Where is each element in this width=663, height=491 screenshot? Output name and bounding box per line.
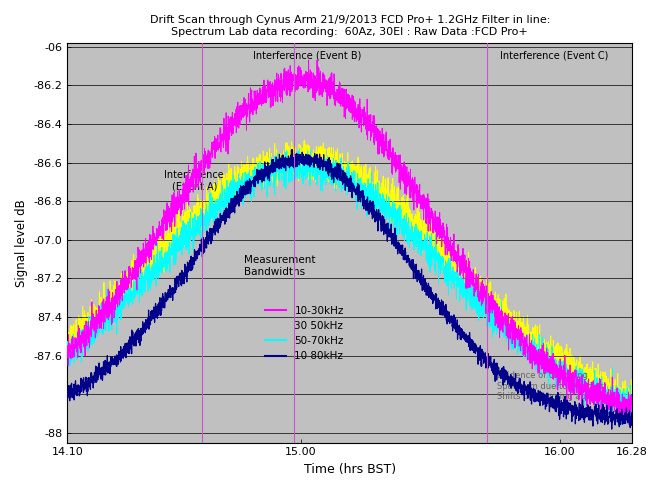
- Text: Interference (Event B): Interference (Event B): [253, 50, 361, 60]
- X-axis label: Time (hrs BST): Time (hrs BST): [304, 463, 396, 476]
- Text: Measurement
Bandwidths: Measurement Bandwidths: [243, 255, 315, 277]
- Title: Drift Scan through Cynus Arm 21/9/2013 FCD Pro+ 1.2GHz Filter in line:
Spectrum : Drift Scan through Cynus Arm 21/9/2013 F…: [150, 15, 550, 37]
- Y-axis label: Signal level dB: Signal level dB: [15, 199, 28, 287]
- Legend: 10-30kHz, 30 50kHz, 50-70kHz, 10 80kHz: 10-30kHz, 30 50kHz, 50-70kHz, 10 80kHz: [261, 301, 348, 365]
- Text: Interference (Event C): Interference (Event C): [500, 50, 609, 60]
- Text: Evidence of changing
Spectrum due to Doppler
Shifts docomming apparent: Evidence of changing Spectrum due to Dop…: [497, 371, 614, 401]
- Text: Interference
(Event A): Interference (Event A): [164, 170, 224, 191]
